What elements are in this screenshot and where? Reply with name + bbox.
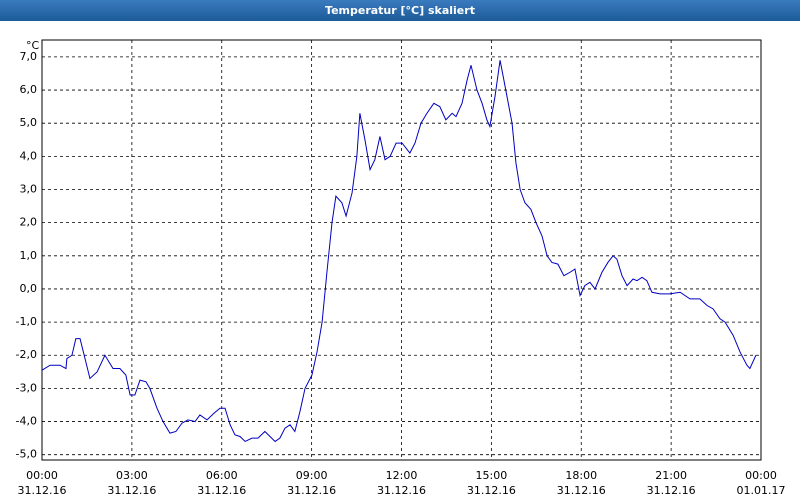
y-tick-label: 7,0 [20, 50, 38, 63]
y-unit: °C [26, 39, 40, 52]
x-tick-date: 31.12.16 [377, 484, 426, 497]
x-tick-date: 31.12.16 [557, 484, 606, 497]
y-tick-label: -2,0 [16, 348, 37, 361]
x-tick-label: 06:00 [206, 469, 238, 482]
x-tick-label: 21:00 [655, 469, 687, 482]
y-tick-label: -1,0 [16, 315, 37, 328]
x-tick-label: 15:00 [476, 469, 508, 482]
y-tick-label: -5,0 [16, 448, 37, 461]
y-tick-label: 0,0 [20, 282, 38, 295]
x-tick-date: 31.12.16 [197, 484, 246, 497]
x-tick-date: 31.12.16 [647, 484, 696, 497]
x-tick-label: 12:00 [386, 469, 418, 482]
x-tick-date: 31.12.16 [287, 484, 336, 497]
y-tick-label: 5,0 [20, 116, 38, 129]
y-tick-label: 1,0 [20, 249, 38, 262]
y-tick-label: 2,0 [20, 216, 38, 229]
y-tick-label: 3,0 [20, 183, 38, 196]
x-tick-date: 01.01.17 [737, 484, 786, 497]
x-tick-label: 00:00 [26, 469, 58, 482]
y-tick-label: -4,0 [16, 415, 37, 428]
y-tick-label: 6,0 [20, 83, 38, 96]
y-tick-label: -3,0 [16, 381, 37, 394]
temperature-line [41, 60, 757, 443]
x-tick-date: 31.12.16 [18, 484, 67, 497]
x-tick-label: 03:00 [116, 469, 148, 482]
x-tick-label: 00:00 [745, 469, 777, 482]
y-tick-label: 4,0 [20, 149, 38, 162]
x-tick-date: 31.12.16 [107, 484, 156, 497]
title-bar: Temperatur [°C] skaliert [0, 0, 800, 21]
x-tick-date: 31.12.16 [467, 484, 516, 497]
x-tick-label: 18:00 [565, 469, 597, 482]
x-tick-label: 09:00 [296, 469, 328, 482]
